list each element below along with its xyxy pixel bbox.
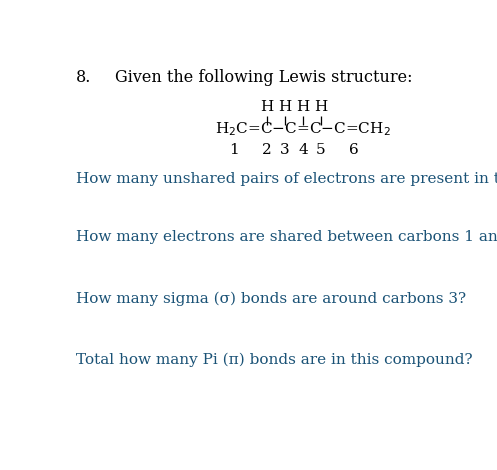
Text: How many electrons are shared between carbons 1 and 2?: How many electrons are shared between ca… [76,230,497,243]
Text: 4: 4 [298,143,308,157]
Text: 8.: 8. [76,70,91,86]
Text: H: H [314,100,328,114]
Text: How many unshared pairs of electrons are present in this molecule?: How many unshared pairs of electrons are… [76,172,497,186]
Text: 6: 6 [349,143,359,157]
Text: H: H [278,100,291,114]
Text: 2: 2 [262,143,271,157]
Text: 3: 3 [280,143,289,157]
Text: H$_2$C=C$-$C=C$-$C=CH$_2$: H$_2$C=C$-$C=C$-$C=CH$_2$ [215,121,390,138]
Text: 1: 1 [229,143,239,157]
Text: Total how many Pi (π) bonds are in this compound?: Total how many Pi (π) bonds are in this … [76,353,473,367]
Text: 5: 5 [316,143,326,157]
Text: H: H [260,100,273,114]
Text: Given the following Lewis structure:: Given the following Lewis structure: [115,70,413,86]
Text: How many sigma (σ) bonds are around carbons 3?: How many sigma (σ) bonds are around carb… [76,291,466,306]
Text: H: H [297,100,310,114]
